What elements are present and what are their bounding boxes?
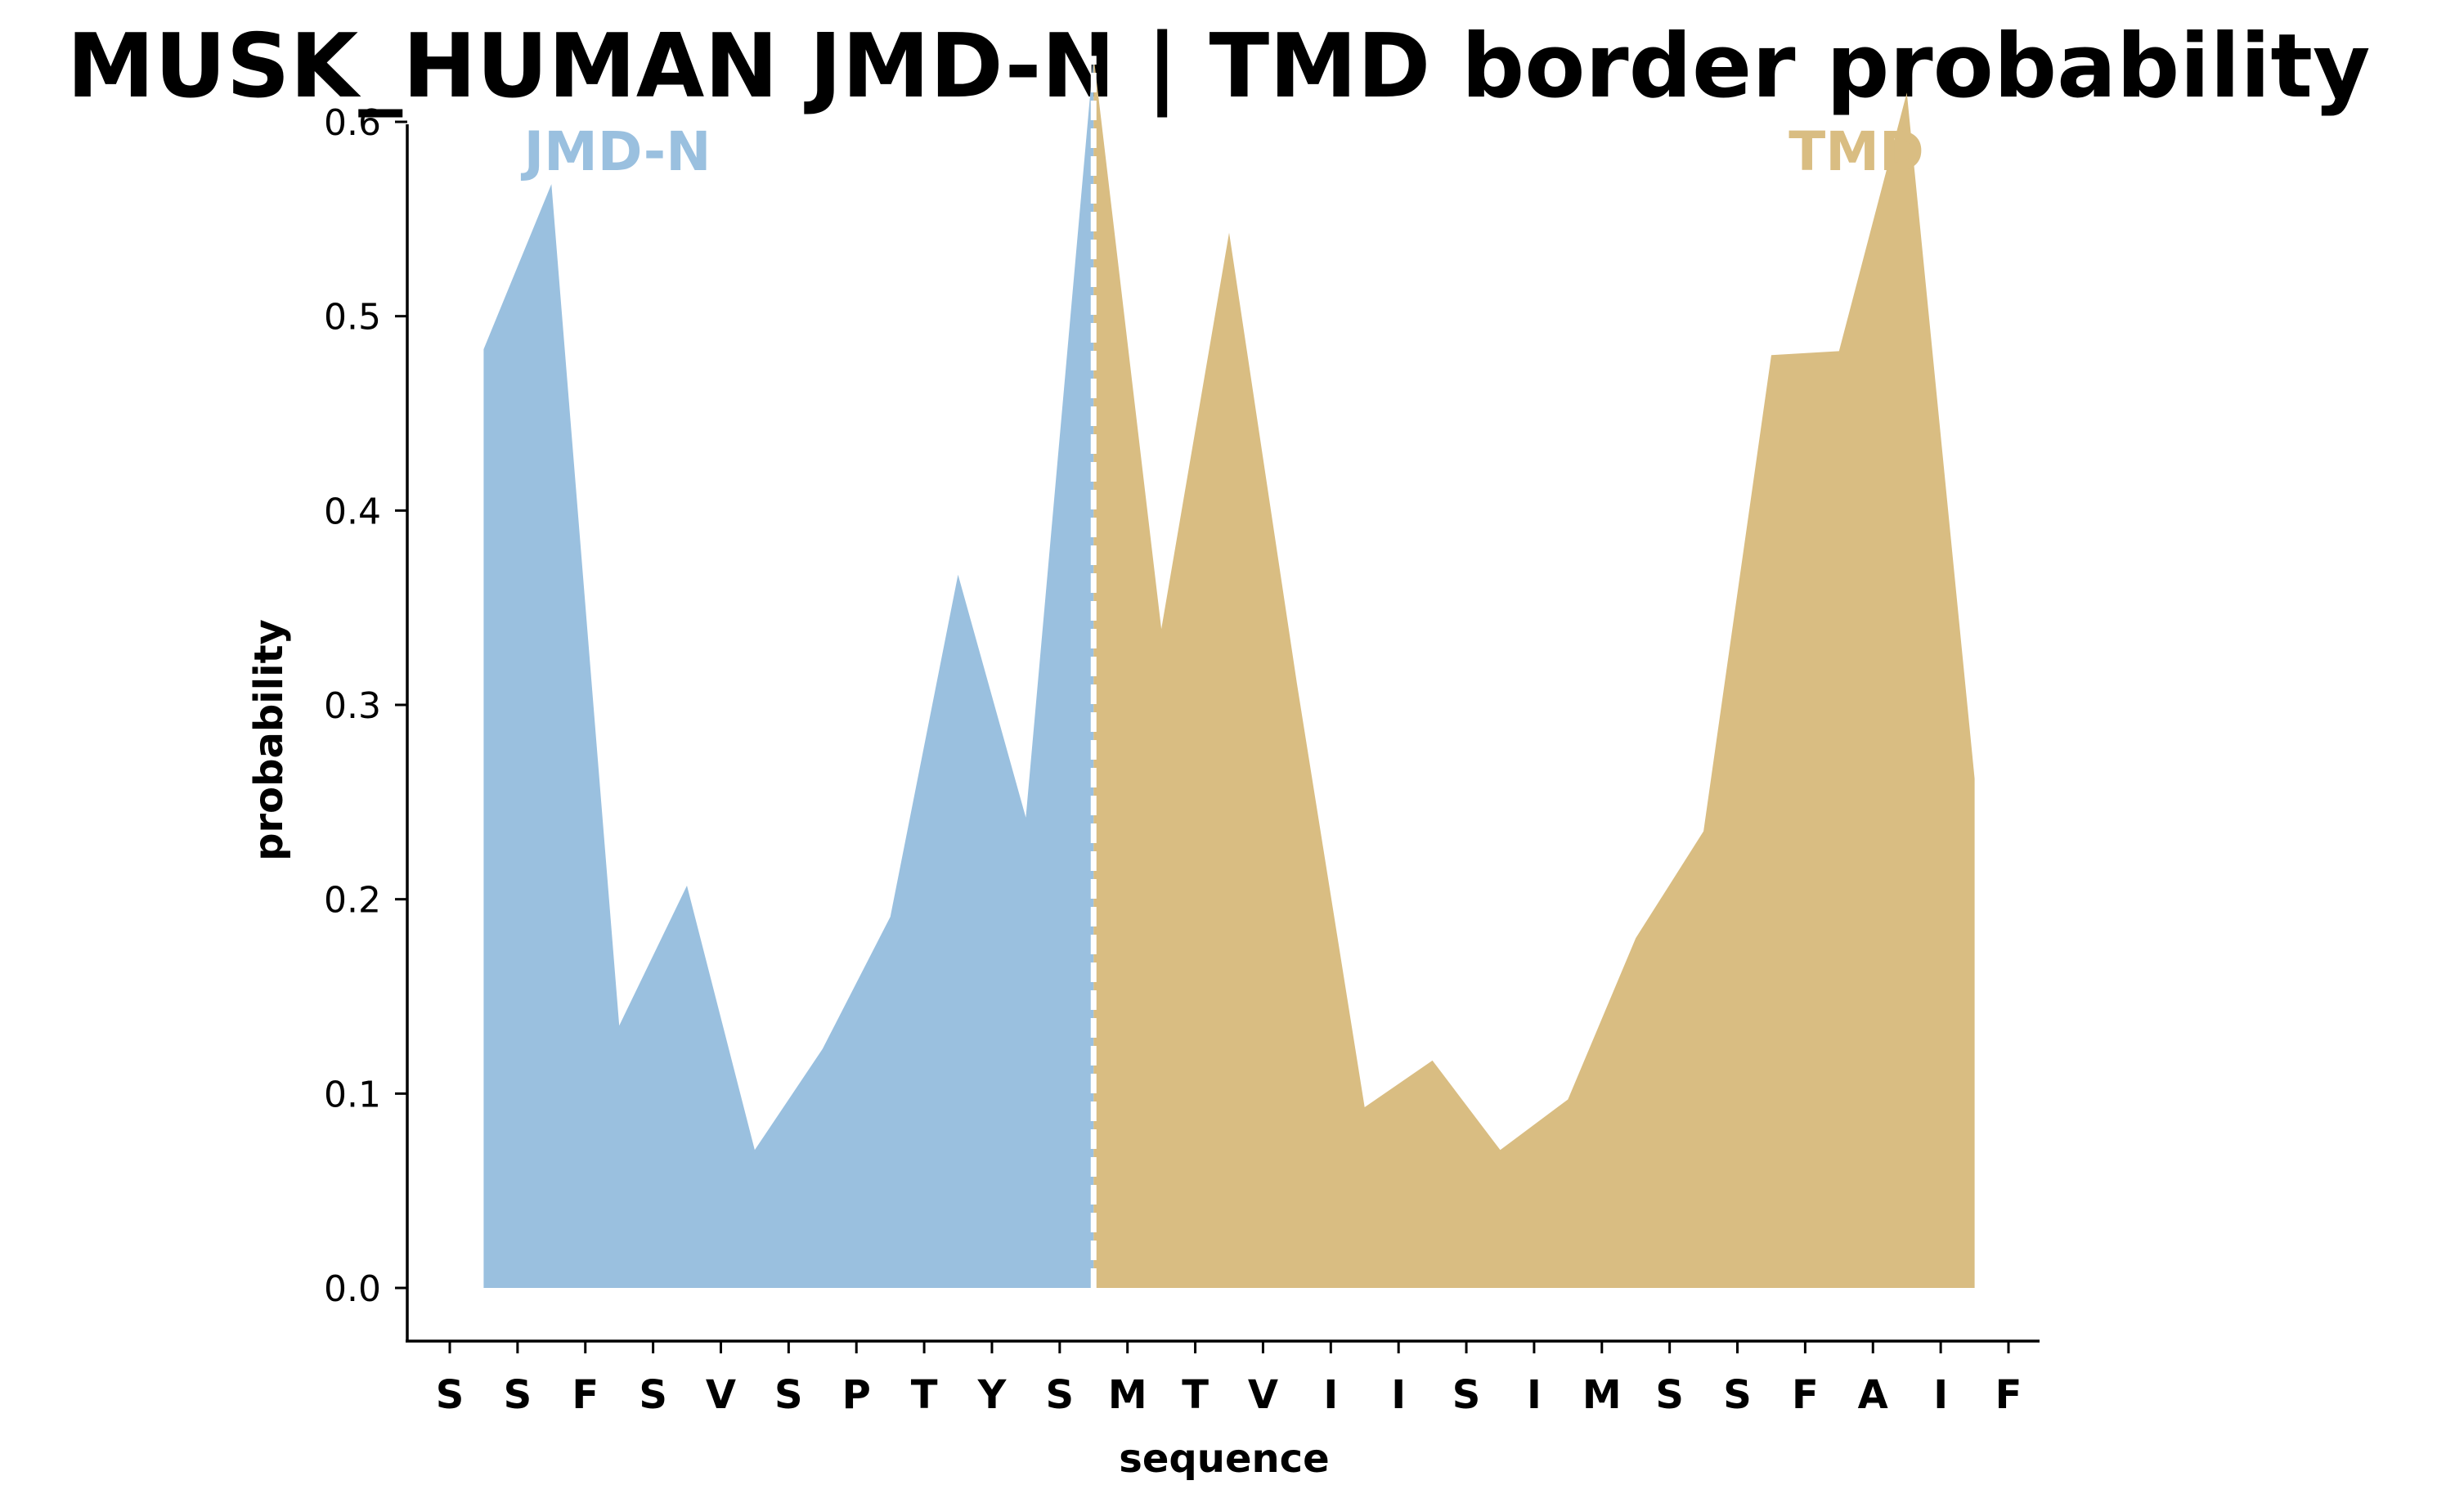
x-tick-label: I <box>1323 1372 1338 1418</box>
x-tick-label: S <box>436 1372 465 1418</box>
y-tick-label: 0.5 <box>324 297 381 339</box>
x-tick-label: F <box>1995 1372 2022 1418</box>
x-tick-label: I <box>1933 1372 1948 1418</box>
y-tick-label: 0.4 <box>324 491 381 532</box>
x-tick-label: I <box>1527 1372 1542 1418</box>
area-jmd-n <box>483 56 1094 1289</box>
x-tick-label: S <box>1723 1372 1752 1418</box>
x-tick-label: M <box>1108 1372 1147 1418</box>
region-label-jmd-n: JMD-N <box>521 120 711 183</box>
x-tick-label: V <box>1248 1372 1278 1418</box>
x-tick-label: P <box>842 1372 871 1418</box>
y-tick-label: 0.1 <box>324 1074 381 1115</box>
y-axis-label: probability <box>246 619 292 861</box>
y-tick-label: 0.6 <box>324 102 381 144</box>
region-label-tmd: TMD <box>1788 120 1923 183</box>
y-tick-label: 0.0 <box>324 1268 381 1310</box>
x-tick-label: S <box>774 1372 803 1418</box>
x-tick-label: Y <box>977 1372 1008 1418</box>
x-tick-label: F <box>572 1372 599 1418</box>
x-tick-label: A <box>1858 1372 1888 1418</box>
x-tick-label: F <box>1792 1372 1819 1418</box>
x-tick-label: M <box>1582 1372 1622 1418</box>
y-tick-label: 0.3 <box>324 685 381 727</box>
x-tick-label: T <box>1182 1372 1209 1418</box>
x-tick-label: T <box>911 1372 938 1418</box>
x-tick-label: S <box>1046 1372 1075 1418</box>
axes: 0.00.10.20.30.40.50.6S S F S V S P T Y S M T V I I S I M S… <box>324 102 2040 1418</box>
region-labels: JMD-N TMD <box>521 120 1924 183</box>
x-tick-label: S <box>504 1372 532 1418</box>
x-tick-label: V <box>706 1372 736 1418</box>
x-tick-label: I <box>1391 1372 1406 1418</box>
y-tick-label: 0.2 <box>324 880 381 922</box>
x-tick-label: S <box>1452 1372 1481 1418</box>
x-tick-label: S <box>1655 1372 1684 1418</box>
area-tmd <box>1093 56 1975 1289</box>
x-axis-label: sequence <box>1119 1436 1329 1482</box>
area-fills <box>483 56 1975 1289</box>
x-tick-label: S <box>639 1372 667 1418</box>
chart-title: MUSK_HUMAN JMD-N | TMD border probabilit… <box>67 16 2371 118</box>
